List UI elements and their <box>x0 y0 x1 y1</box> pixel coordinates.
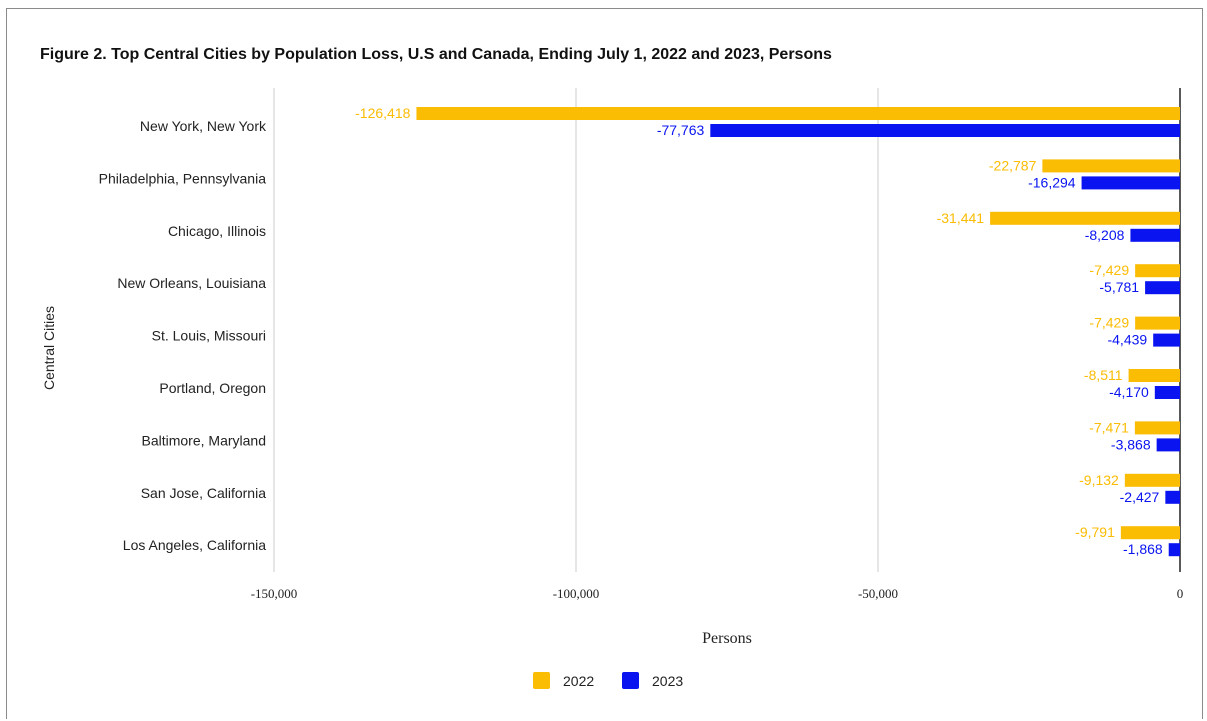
category-label: Philadelphia, Pennsylvania <box>99 170 267 186</box>
data-label-2023: -16,294 <box>1028 174 1076 190</box>
data-label-2023: -4,170 <box>1109 384 1149 400</box>
data-label-2023: -2,427 <box>1120 489 1160 505</box>
bar-2022 <box>990 211 1180 225</box>
category-label: New Orleans, Louisiana <box>117 275 266 291</box>
y-axis-label: Central Cities <box>41 306 57 390</box>
data-label-2022: -9,132 <box>1079 472 1119 488</box>
data-label-2023: -4,439 <box>1107 332 1147 348</box>
data-label-2022: -9,791 <box>1075 524 1115 540</box>
legend: 2022 2023 <box>533 672 683 689</box>
bar-2022 <box>1135 316 1180 330</box>
x-tick-label: 0 <box>1177 586 1184 601</box>
data-label-2022: -22,787 <box>989 157 1037 173</box>
data-label-2022: -31,441 <box>937 210 985 226</box>
data-label-2023: -3,868 <box>1111 436 1151 452</box>
bar-2023 <box>1130 228 1180 242</box>
data-label-2022: -7,471 <box>1089 419 1129 435</box>
data-label-2022: -126,418 <box>355 105 410 121</box>
bar-2023 <box>710 124 1180 137</box>
bar-2023 <box>1153 333 1180 347</box>
category-label: Baltimore, Maryland <box>142 432 267 448</box>
bar-2022 <box>1135 264 1180 278</box>
category-label: Chicago, Illinois <box>168 223 266 239</box>
bar-2023 <box>1165 490 1180 504</box>
category-label: New York, New York <box>140 118 267 134</box>
data-label-2023: -5,781 <box>1099 279 1139 295</box>
bar-2022 <box>1128 369 1180 382</box>
bar-2023 <box>1154 386 1180 399</box>
legend-swatch-2022 <box>533 672 550 689</box>
bar-2023 <box>1168 543 1180 557</box>
data-label-2022: -7,429 <box>1089 315 1129 331</box>
bars: -126,418 -77,763 -22,787-16,294 -31,441 -8,2… <box>355 105 1180 557</box>
category-label: San Jose, California <box>141 485 267 501</box>
x-tick-label: -100,000 <box>553 586 600 601</box>
bar-2022 <box>1042 159 1180 173</box>
category-label: Los Angeles, California <box>123 537 266 553</box>
data-label-2023: -1,868 <box>1123 541 1163 557</box>
bar-2023 <box>1145 281 1180 295</box>
category-label: St. Louis, Missouri <box>152 328 266 344</box>
x-axis-label: Persons <box>702 630 752 647</box>
bar-2022 <box>416 107 1180 120</box>
chart-frame <box>6 8 1203 719</box>
bar-2022 <box>1134 421 1180 435</box>
data-label-2022: -7,429 <box>1089 262 1129 278</box>
data-label-2023: -77,763 <box>657 122 705 138</box>
bar-2022 <box>1120 526 1180 540</box>
category-labels: New York, New York Philadelphia, Pennsylv… <box>99 118 267 553</box>
legend-swatch-2023 <box>622 672 639 689</box>
bar-2023 <box>1156 438 1180 452</box>
bar-2023 <box>1081 176 1180 190</box>
x-tick-label: -50,000 <box>858 586 898 601</box>
data-label-2023: -8,208 <box>1085 227 1125 243</box>
bar-2022 <box>1124 473 1180 487</box>
legend-label-2023: 2023 <box>652 673 683 689</box>
chart-title: Figure 2. Top Central Cities by Populati… <box>40 46 832 63</box>
x-tick-labels: -150,000 -100,000 -50,000 0 <box>251 586 1184 601</box>
data-label-2022: -8,511 <box>1084 367 1123 383</box>
legend-label-2022: 2022 <box>563 673 594 689</box>
x-tick-label: -150,000 <box>251 586 298 601</box>
category-label: Portland, Oregon <box>159 380 266 396</box>
